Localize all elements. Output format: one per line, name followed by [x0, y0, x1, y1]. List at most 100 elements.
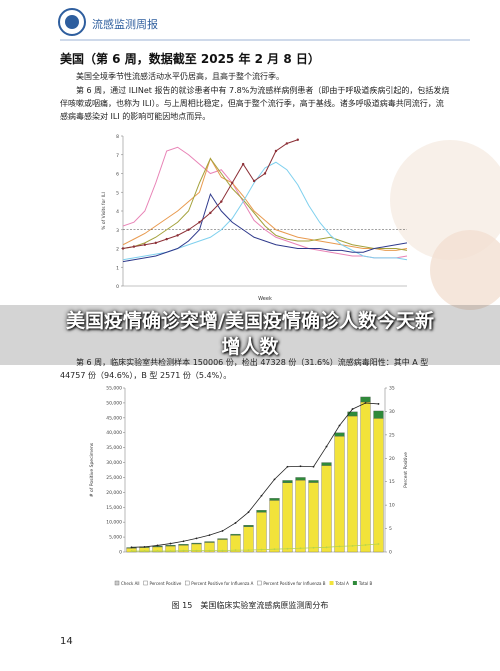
percent-point — [143, 550, 146, 552]
y2-tick-label: 10 — [389, 503, 395, 509]
ili-point — [274, 149, 278, 153]
logo — [58, 8, 86, 36]
header-title: 流感监测周报 — [92, 18, 158, 31]
y-tick-label: 20,000 — [106, 490, 122, 496]
paragraph: 第 6 周，临床实验室共检测样本 150006 份，检出 47328 份（31.… — [60, 358, 429, 380]
virus-art — [430, 230, 500, 310]
legend-swatch — [329, 581, 334, 585]
percent-point — [377, 403, 380, 405]
percent-point — [312, 465, 315, 468]
y-tick-label: 5 — [116, 190, 119, 196]
overlay-text: 美国疫情确诊突增/美国疫情确诊人数今天新增人数 — [66, 310, 434, 358]
percent-point — [260, 494, 263, 497]
percent-point — [364, 544, 367, 546]
y-tick-label: 45,000 — [106, 415, 122, 421]
bar — [243, 526, 254, 553]
ili-point — [263, 172, 267, 175]
bar — [347, 415, 358, 553]
legend-swatch — [257, 580, 262, 586]
y-tick-label: 0 — [116, 284, 119, 290]
bar — [269, 498, 280, 501]
ili-point — [231, 181, 234, 185]
percent-point — [195, 537, 198, 540]
ili-point — [209, 211, 212, 215]
ili-point — [121, 247, 125, 250]
bar — [217, 538, 228, 540]
percent-point — [156, 550, 159, 552]
percent-point — [377, 543, 380, 545]
y2-tick-label: 25 — [389, 432, 395, 438]
percent-line — [131, 543, 379, 552]
bar — [269, 500, 280, 553]
bar — [204, 541, 215, 543]
bar — [373, 418, 384, 553]
percent-point — [351, 408, 354, 410]
percent-point — [234, 549, 237, 552]
bar — [191, 542, 202, 545]
ili-point — [198, 221, 201, 224]
ili-point — [220, 200, 223, 203]
overlay-band — [0, 305, 500, 365]
y-tick-label: 3 — [116, 228, 119, 234]
percent-point — [299, 547, 302, 550]
legend-swatch — [352, 581, 357, 585]
percent-point — [130, 546, 133, 549]
bar — [360, 401, 371, 553]
bar — [178, 544, 189, 546]
bar — [321, 465, 332, 553]
legend-label: Percent Positive — [150, 581, 182, 586]
percent-point — [351, 545, 354, 547]
y-tick-label: 15,000 — [106, 505, 122, 511]
x-axis-label: Week — [258, 296, 272, 302]
percent-point — [234, 522, 237, 524]
ili-line — [122, 146, 408, 259]
percent-point — [221, 549, 224, 552]
bar — [347, 411, 358, 417]
bar — [321, 462, 332, 466]
ili-line — [122, 157, 408, 251]
virus-art — [390, 140, 500, 260]
bar — [295, 479, 306, 553]
y-tick-label: 5,000 — [109, 535, 122, 541]
percent-point — [273, 548, 276, 551]
legend-label: Percent Positive for Influenza B — [263, 581, 325, 586]
y-tick-label: 25,000 — [106, 475, 122, 481]
bar — [308, 482, 319, 553]
ili-point — [154, 241, 157, 245]
y-tick-label: 55,000 — [106, 386, 122, 392]
bar — [282, 482, 293, 553]
y2-axis-label: Percent Positive — [403, 452, 409, 488]
y2-tick-label: 30 — [389, 409, 395, 415]
bar — [334, 436, 345, 553]
lab-chart: 0 5,000 10,000 15,000 20,000 25,000 30,000 35,0… — [89, 386, 409, 587]
percent-point — [247, 511, 250, 514]
y2-tick-label: 20 — [389, 456, 395, 462]
percent-point — [338, 545, 341, 548]
percent-point — [182, 549, 185, 552]
ili-point — [285, 142, 289, 145]
y2-tick-label: 0 — [389, 550, 392, 556]
y-tick-label: 40,000 — [106, 430, 122, 436]
percent-point — [364, 402, 367, 404]
percent-point — [143, 545, 146, 548]
y2-tick-label: 35 — [389, 386, 395, 392]
bar — [282, 480, 293, 483]
bar — [256, 510, 267, 513]
y-tick-label: 0 — [119, 550, 122, 556]
percent-point — [286, 547, 289, 550]
percent-point — [273, 478, 276, 481]
bar — [360, 396, 371, 403]
percent-point — [260, 548, 263, 551]
percent-line — [131, 402, 379, 548]
y-axis-label: % of Visits for ILI — [101, 192, 107, 230]
paragraph: 第 6 周，通过 ILINet 报告的就诊患者中有 7.8%为流感样病例患者（即… — [60, 86, 450, 121]
legend-swatch — [114, 580, 120, 586]
percent-point — [195, 549, 198, 552]
percent-point — [325, 546, 328, 549]
ili-point — [187, 228, 190, 231]
ili-point — [252, 179, 256, 183]
ili-point — [132, 245, 136, 248]
legend-label: Total A — [335, 581, 350, 586]
percent-point — [325, 445, 328, 448]
percent-point — [208, 534, 211, 537]
